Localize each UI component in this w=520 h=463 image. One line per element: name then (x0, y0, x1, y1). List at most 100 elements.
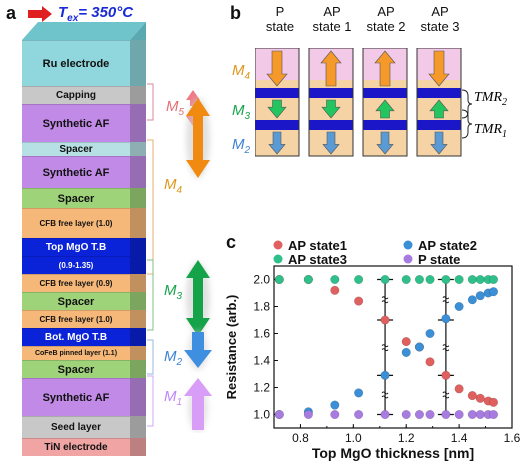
temperature-symbol: T (58, 4, 68, 21)
stack-layer: Capping (22, 86, 130, 104)
legend-marker (273, 240, 283, 250)
data-point (425, 357, 435, 367)
data-point (441, 409, 451, 420)
data-point (488, 409, 499, 420)
series-2 (274, 274, 499, 285)
legend-marker (403, 254, 413, 264)
y-axis-label: Resistance (arb.) (224, 295, 239, 400)
magnet-arrow-icon (267, 99, 287, 119)
magnet-arrow-icon (322, 131, 340, 155)
y-tick-label: 1.4 (253, 354, 270, 368)
x-tick-label: 0.8 (292, 431, 309, 445)
tmr1-label: TMR1 (474, 122, 507, 140)
legend-label: AP state2 (418, 238, 477, 253)
data-point (401, 337, 411, 347)
y-tick-label: 1.8 (253, 300, 270, 314)
m1-arrow-icon (184, 378, 212, 432)
m4-subscript: 4 (176, 185, 183, 196)
x-tick-label: 1.0 (345, 431, 362, 445)
data-point (475, 409, 485, 420)
state-header-line2: state (265, 19, 295, 34)
panel-b-m4-label: M4 (232, 62, 250, 82)
resistance-chart: AP state1 AP state2 AP state3 P state 0.8 1.0… (224, 238, 520, 461)
data-point (454, 301, 464, 312)
tmr-braces (461, 89, 473, 139)
stack-layer: Spacer (22, 360, 130, 378)
plot-frame (273, 265, 513, 429)
data-point (354, 388, 364, 398)
m1-subscript: 1 (176, 397, 183, 408)
stack-layer: CFB free layer (1.0) (22, 208, 130, 238)
m2-symbol: M (164, 348, 177, 365)
state-header-line1: AP (431, 4, 449, 19)
data-point (441, 314, 451, 324)
data-point (330, 409, 340, 420)
tmr1-symbol: TMR (474, 122, 502, 137)
anneal-temperature: Tex= 350°C (58, 4, 133, 24)
moment-arrows (184, 90, 212, 432)
magnet-arrow-icon (321, 99, 341, 119)
state-header-line2: state 1 (312, 19, 352, 34)
tmr2-symbol: TMR (474, 90, 502, 105)
data-point (401, 409, 411, 420)
x-axis-label: Top MgO thickness [nm] (312, 445, 474, 461)
stack-layer: Bot. MgO T.B (22, 328, 130, 346)
y-tick-label: 1.2 (253, 381, 270, 395)
data-point (467, 274, 477, 285)
stack-layer-side (130, 416, 146, 438)
data-point (467, 295, 477, 305)
stack-layer-side (130, 40, 146, 86)
b-m4-symbol: M (232, 62, 245, 79)
magnet-arrow-icon (428, 50, 450, 87)
data-point (467, 409, 477, 420)
data-point (330, 285, 340, 295)
magnet-arrow-icon (320, 50, 342, 87)
state-cell (255, 48, 300, 157)
stack-layer-side (130, 256, 146, 274)
data-point (380, 274, 390, 285)
data-point (330, 274, 340, 285)
m3-subscript: 3 (176, 291, 183, 302)
m3-arrow-icon (186, 260, 210, 336)
data-point (354, 274, 364, 285)
y-tick-label: 2.0 (253, 273, 270, 287)
stack-layer: Synthetic AF (22, 104, 130, 142)
b-m4-subscript: 4 (244, 71, 251, 82)
data-point (274, 409, 284, 420)
right-arrow-icon (28, 6, 52, 22)
series-3 (274, 409, 499, 420)
data-point (441, 274, 451, 285)
b-m3-subscript: 3 (244, 111, 251, 122)
legend-label: AP state3 (288, 252, 347, 267)
stack-layer-side (130, 328, 146, 346)
stack-side-cap (130, 22, 146, 40)
m5-subscript: 5 (178, 107, 185, 118)
b-m2-subscript: 2 (244, 145, 251, 156)
state-header-line1: AP (377, 4, 395, 19)
moment-label-m4: M4 (164, 176, 182, 196)
panel-a-letter: a (6, 3, 17, 23)
stack-layer-side (130, 274, 146, 292)
stack-layer-side (130, 188, 146, 208)
b-m2-symbol: M (232, 136, 245, 153)
temperature-subscript: ex (67, 13, 79, 24)
data-point (414, 274, 424, 285)
data-point (401, 274, 411, 285)
panel-b-letter: b (230, 3, 241, 23)
stack-layer-side (130, 346, 146, 360)
m2-subscript: 2 (176, 357, 183, 368)
stack-layer: Spacer (22, 188, 130, 208)
m4-arrow-icon (186, 98, 210, 178)
state-header-line1: P (275, 4, 285, 19)
magnet-arrow-icon (430, 131, 448, 155)
magnet-arrow-icon (429, 99, 449, 119)
stack-layer-side (130, 292, 146, 310)
x-tick-label: 1.4 (451, 431, 468, 445)
data-point (425, 328, 435, 339)
magnet-arrow-icon (374, 50, 396, 87)
y-tick-label: 1.0 (253, 408, 270, 422)
temperature-value: = 350°C (78, 4, 134, 21)
data-point (354, 296, 364, 306)
moment-label-m1: M1 (164, 388, 182, 408)
data-point (488, 397, 499, 407)
